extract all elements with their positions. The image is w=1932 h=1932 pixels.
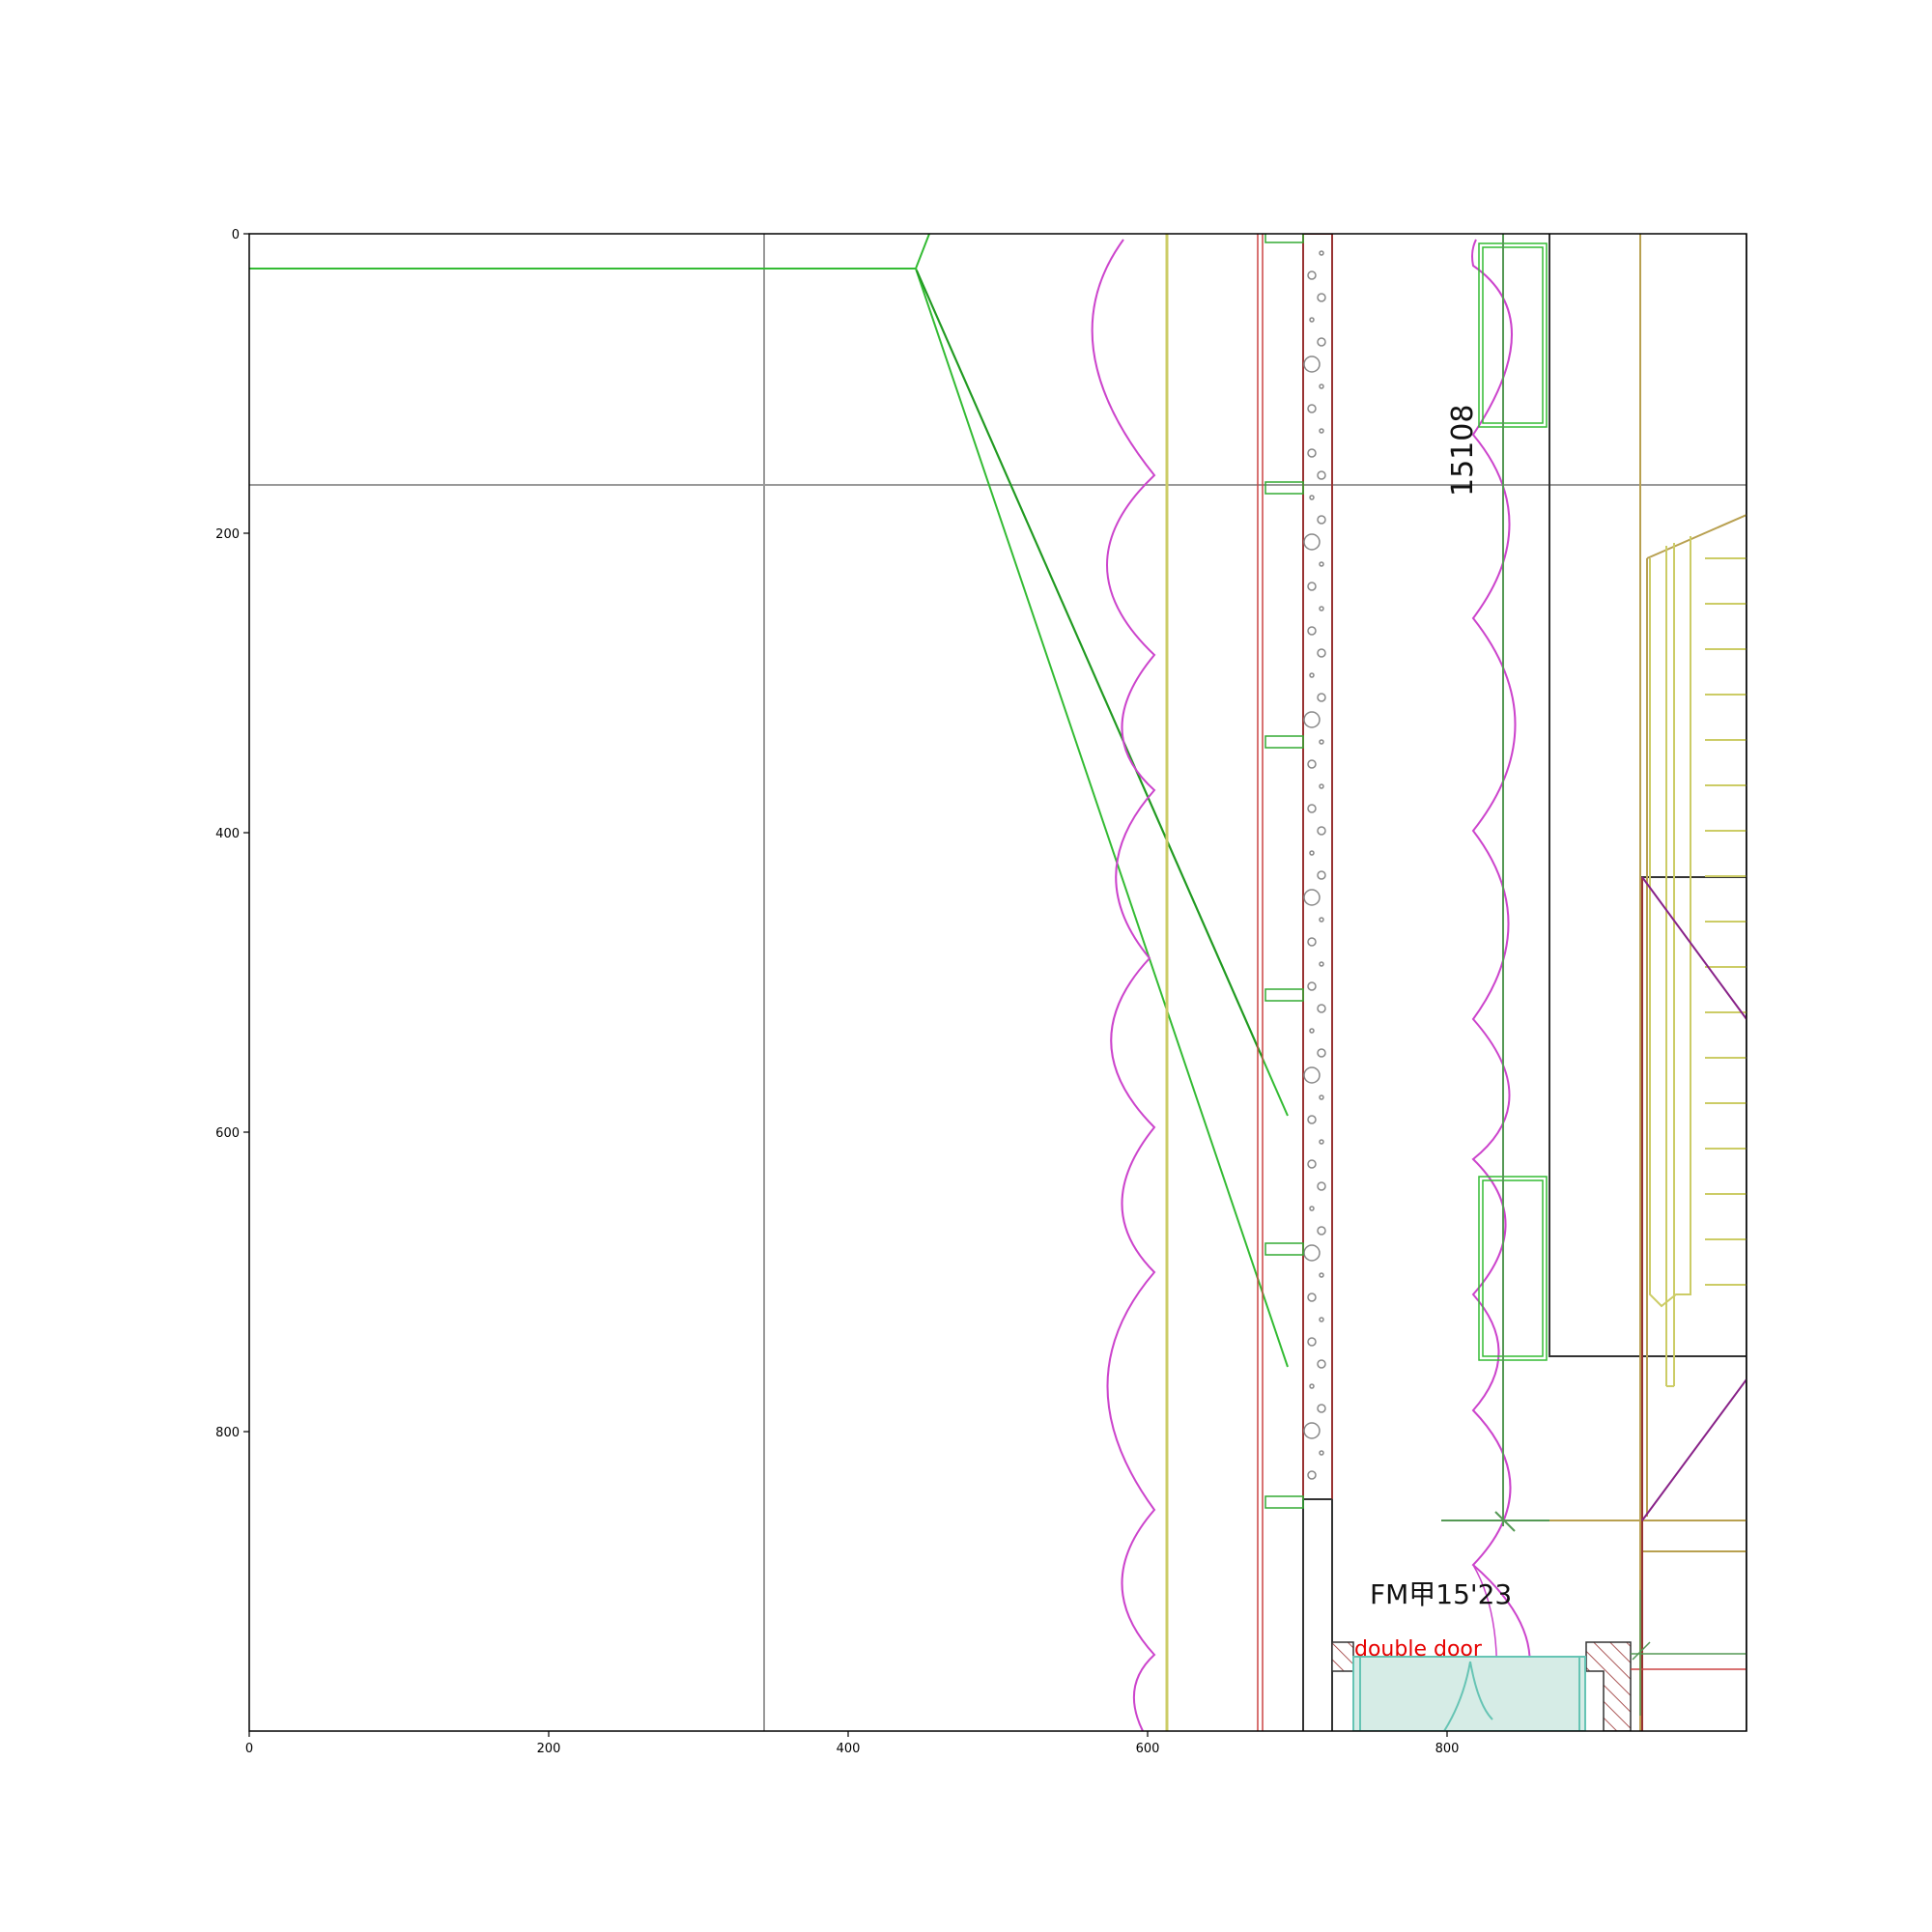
wall-circle [1307,759,1317,769]
wall-bracket [1264,234,1304,243]
wall-circle [1307,937,1317,947]
red-wall-lines [1257,234,1264,1731]
wall-circle [1303,1066,1321,1084]
wall-circle [1319,1317,1324,1322]
door-leaf-lines [1359,1657,1580,1731]
wall-circle [1317,1048,1326,1058]
wall-circle [1317,1226,1326,1236]
wall-circle [1319,250,1324,256]
wall-circle [1319,428,1324,434]
wall-circle [1309,1383,1315,1389]
wall-circle [1307,1293,1317,1302]
x-tick-label: 0 [245,1742,253,1756]
wall-circle [1303,1244,1321,1262]
door-jamb-left [1331,1641,1354,1672]
leader-lines [249,234,1289,1368]
wall-circle [1319,384,1324,389]
x-tick-label: 200 [537,1742,561,1756]
wall-circle [1307,1470,1317,1480]
wall-circle [1319,1272,1324,1278]
wall-circle [1317,870,1326,880]
wall-circle [1303,889,1321,906]
wall-lower [1302,1498,1333,1731]
green-tick [1494,1511,1516,1532]
wall-circle [1319,783,1324,789]
stair-lines [1549,234,1747,1731]
wall-circle [1319,561,1324,567]
purple-diagonals [1641,876,1747,1521]
double-door-label: double door [1354,1637,1483,1662]
wall-strip [1302,234,1333,1500]
wall-circle [1319,1139,1324,1145]
door-right-lines [1631,1590,1747,1716]
wall-circle [1309,317,1315,323]
wall-circle [1317,470,1326,480]
wall-circle [1317,648,1326,658]
wall-brackets [1264,234,1304,1509]
wall-circle [1309,850,1315,856]
wall-circle [1319,917,1324,923]
wall-circle [1307,582,1317,591]
dimension-label: 15108 [1446,405,1480,497]
wall-bracket [1264,735,1304,749]
plan-content: 15108 FM甲15'23 double door [249,234,1747,1731]
x-tick-label: 600 [1136,1742,1160,1756]
wall-circle [1317,515,1326,525]
wall-circle [1317,293,1326,302]
y-tick-label: 600 [215,1126,240,1141]
wall-circle [1317,337,1326,347]
wall-circle [1309,1206,1315,1211]
door-code-label: FM甲15'23 [1370,1578,1512,1610]
x-tick-label: 800 [1435,1742,1460,1756]
wall-bracket [1264,481,1304,495]
curtain-right [1471,239,1531,1731]
wall-circle [1303,355,1321,373]
door-jamb-right [1585,1641,1632,1731]
wall-circle [1317,826,1326,836]
wall-circle [1309,672,1315,678]
wall-circle [1317,1404,1326,1413]
plot-frame [248,233,1747,1732]
wall-circle [1319,961,1324,967]
x-axis: 0 200 400 600 800 [245,1731,1460,1756]
wall-circles [1303,250,1326,1480]
wall-bracket [1264,1495,1304,1509]
y-axis: 0 200 400 600 800 [215,228,249,1440]
wall-circle [1303,1422,1321,1439]
wall-circle [1317,1359,1326,1369]
wall-circle [1319,606,1324,611]
wall-circle [1307,1115,1317,1124]
x-tick-label: 400 [837,1742,861,1756]
wall-circle [1319,1094,1324,1100]
y-tick-label: 200 [215,527,240,542]
stair-stringers [1649,536,1691,1387]
wall-circle [1307,270,1317,280]
wall-circle [1307,448,1317,458]
wall-circle [1307,804,1317,813]
wall-circle [1319,1450,1324,1456]
wall-circle [1317,1004,1326,1013]
wall-bracket [1264,1242,1304,1256]
wall-circle [1309,1028,1315,1034]
wall-circle [1319,739,1324,745]
green-fixtures [1478,242,1548,1361]
wall-bracket [1264,988,1304,1002]
y-tick-label: 0 [232,228,240,242]
stair-treads [1705,557,1747,1286]
wall-circle [1317,1181,1326,1191]
wall-circle [1303,711,1321,728]
curtain-left [1091,239,1156,1731]
wall-circle [1307,981,1317,991]
y-tick-label: 800 [215,1426,240,1440]
wall-circle [1317,693,1326,702]
wall-circle [1307,1337,1317,1347]
wall-circle [1307,1159,1317,1169]
wall-circle [1309,495,1315,500]
wall-circle [1307,626,1317,636]
y-tick-label: 400 [215,827,240,841]
wall-circle [1303,533,1321,551]
wall-circle [1307,404,1317,413]
